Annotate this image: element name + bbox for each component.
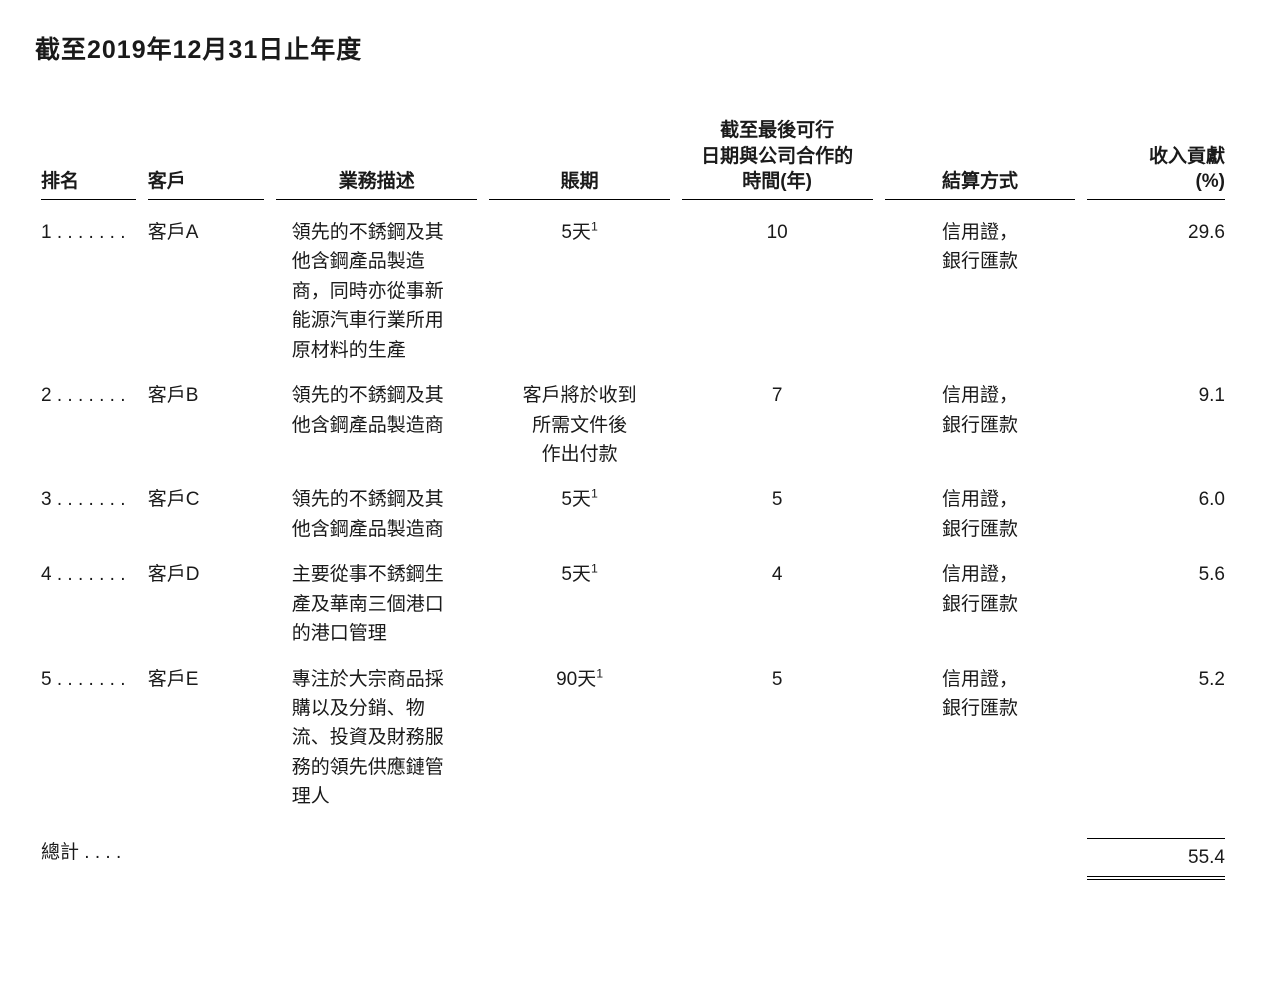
cell-contrib: 29.6	[1081, 210, 1231, 373]
header-settle: 結算方式	[885, 169, 1076, 200]
blank-cell	[270, 820, 484, 888]
cell-contrib: 5.6	[1081, 552, 1231, 656]
cell-contrib: 5.2	[1081, 657, 1231, 820]
total-row: 總計 . . . . 55.4	[35, 820, 1231, 888]
cell-desc: 領先的不銹鋼及其他含鋼產品製造商	[270, 373, 484, 477]
header-years: 截至最後可行日期與公司合作的時間(年)	[682, 118, 873, 200]
cell-contrib: 9.1	[1081, 373, 1231, 477]
header-contrib: 收入貢獻(%)	[1087, 144, 1225, 200]
cell-contrib: 6.0	[1081, 477, 1231, 552]
table-row: 1客戶A領先的不銹鋼及其他含鋼產品製造商，同時亦從事新能源汽車行業所用原材料的生…	[35, 210, 1231, 373]
cell-customer: 客戶A	[142, 210, 270, 373]
cell-term: 90天1	[483, 657, 675, 820]
cell-customer: 客戶B	[142, 373, 270, 477]
cell-customer: 客戶D	[142, 552, 270, 656]
header-customer: 客戶	[148, 169, 264, 200]
cell-customer: 客戶E	[142, 657, 270, 820]
cell-rank: 4	[35, 552, 142, 656]
cell-term: 5天1	[483, 210, 675, 373]
blank-cell	[676, 820, 879, 888]
cell-rank: 3	[35, 477, 142, 552]
header-rank: 排名	[41, 169, 136, 200]
blank-cell	[879, 820, 1082, 888]
cell-settle: 信用證，銀行匯款	[879, 210, 1082, 373]
cell-years: 4	[676, 552, 879, 656]
table-row: 3客戶C領先的不銹鋼及其他含鋼產品製造商5天15信用證，銀行匯款6.0	[35, 477, 1231, 552]
cell-rank: 5	[35, 657, 142, 820]
blank-cell	[142, 820, 270, 888]
cell-settle: 信用證，銀行匯款	[879, 657, 1082, 820]
total-label: 總計 . . . .	[35, 820, 142, 888]
cell-term: 客戶將於收到所需文件後作出付款	[483, 373, 675, 477]
cell-years: 10	[676, 210, 879, 373]
cell-years: 5	[676, 477, 879, 552]
cell-settle: 信用證，銀行匯款	[879, 373, 1082, 477]
cell-rank: 1	[35, 210, 142, 373]
cell-term: 5天1	[483, 552, 675, 656]
table-row: 5客戶E專注於大宗商品採購以及分銷、物流、投資及財務服務的領先供應鏈管理人90天…	[35, 657, 1231, 820]
cell-desc: 領先的不銹鋼及其他含鋼產品製造商	[270, 477, 484, 552]
table-row: 4客戶D主要從事不銹鋼生產及華南三個港口的港口管理5天14信用證，銀行匯款5.6	[35, 552, 1231, 656]
cell-years: 7	[676, 373, 879, 477]
table-row: 2客戶B領先的不銹鋼及其他含鋼產品製造商客戶將於收到所需文件後作出付款7信用證，…	[35, 373, 1231, 477]
blank-cell	[483, 820, 675, 888]
cell-desc: 專注於大宗商品採購以及分銷、物流、投資及財務服務的領先供應鏈管理人	[270, 657, 484, 820]
cell-customer: 客戶C	[142, 477, 270, 552]
cell-term: 5天1	[483, 477, 675, 552]
cell-years: 5	[676, 657, 879, 820]
cell-settle: 信用證，銀行匯款	[879, 477, 1082, 552]
cell-desc: 主要從事不銹鋼生產及華南三個港口的港口管理	[270, 552, 484, 656]
customer-table: 排名 客戶 業務描述 賬期 截至最後可行日期與公司合作的時間(年) 結算方式 收…	[35, 116, 1231, 888]
total-value: 55.4	[1081, 820, 1231, 888]
cell-rank: 2	[35, 373, 142, 477]
header-desc: 業務描述	[276, 169, 478, 200]
cell-desc: 領先的不銹鋼及其他含鋼產品製造商，同時亦從事新能源汽車行業所用原材料的生產	[270, 210, 484, 373]
page-title: 截至2019年12月31日止年度	[35, 30, 1231, 66]
header-row: 排名 客戶 業務描述 賬期 截至最後可行日期與公司合作的時間(年) 結算方式 收…	[35, 116, 1231, 210]
header-term: 賬期	[489, 169, 669, 200]
cell-settle: 信用證，銀行匯款	[879, 552, 1082, 656]
